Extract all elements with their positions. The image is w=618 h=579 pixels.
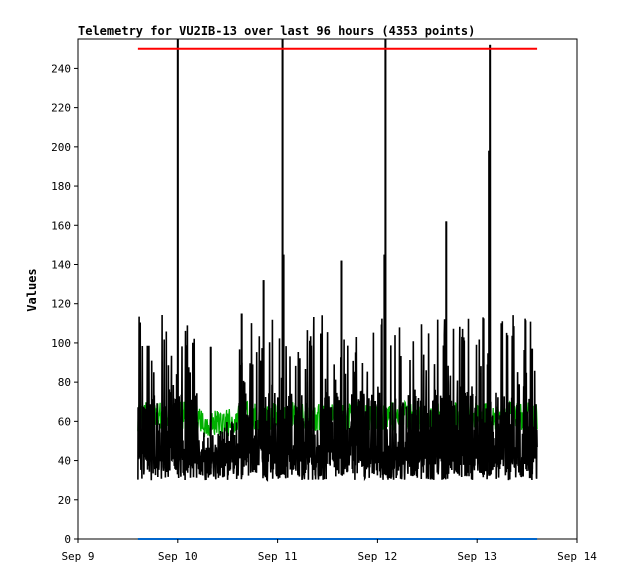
- x-tick-label: Sep 10: [158, 550, 198, 563]
- y-tick-label: 100: [51, 337, 71, 350]
- y-tick-label: 60: [58, 415, 71, 428]
- x-tick-label: Sep 9: [61, 550, 94, 563]
- x-tick-label: Sep 11: [258, 550, 298, 563]
- x-axis: Sep 9 Sep 10 Sep 11 Sep 12 Sep 13 Sep 14: [61, 539, 597, 563]
- y-tick-label: 200: [51, 141, 71, 154]
- plot-area: [77, 38, 578, 540]
- chart-title: Telemetry for VU2IB-13 over last 96 hour…: [78, 24, 475, 38]
- y-tick-label: 0: [64, 533, 71, 546]
- y-tick-label: 140: [51, 258, 71, 271]
- x-tick-label: Sep 12: [358, 550, 398, 563]
- y-tick-label: 20: [58, 494, 71, 507]
- y-axis-label: Values: [25, 268, 39, 311]
- x-tick-label: Sep 14: [557, 550, 597, 563]
- x-tick-label: Sep 13: [457, 550, 497, 563]
- y-axis: 0 20 40 60 80 100 120 140 160 180 200 220 240: [51, 62, 78, 546]
- series-black-line: [137, 38, 538, 482]
- y-tick-label: 160: [51, 219, 71, 232]
- y-tick-label: 240: [51, 62, 71, 75]
- y-tick-label: 180: [51, 180, 71, 193]
- y-tick-label: 40: [58, 455, 71, 468]
- y-tick-label: 120: [51, 298, 71, 311]
- y-tick-label: 80: [58, 376, 71, 389]
- y-tick-label: 220: [51, 102, 71, 115]
